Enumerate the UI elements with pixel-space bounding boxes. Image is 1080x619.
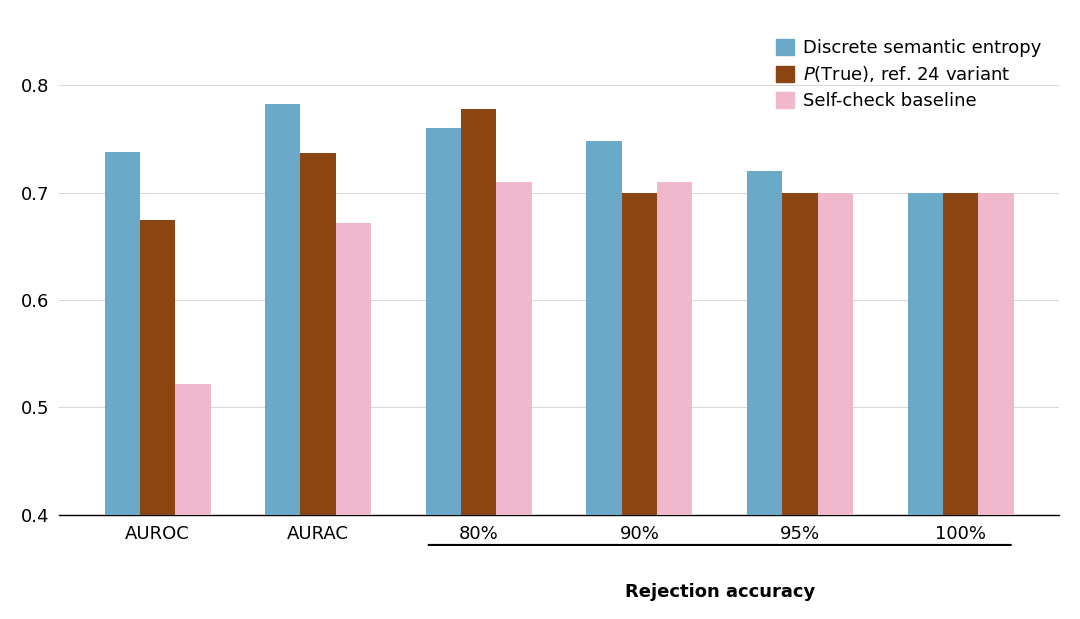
Bar	[943, 193, 978, 619]
Bar	[300, 153, 336, 619]
Bar	[105, 152, 139, 619]
Bar	[175, 384, 211, 619]
Bar	[139, 220, 175, 619]
Bar	[461, 109, 497, 619]
Legend: Discrete semantic entropy, $\it{P}$(True), ref. 24 variant, Self-check baseline: Discrete semantic entropy, $\it{P}$(True…	[767, 30, 1050, 119]
Bar	[978, 193, 1014, 619]
Bar	[818, 193, 853, 619]
Bar	[907, 193, 943, 619]
Bar	[747, 171, 782, 619]
Bar	[497, 182, 531, 619]
Text: Rejection accuracy: Rejection accuracy	[624, 582, 815, 600]
Bar	[622, 193, 657, 619]
Bar	[426, 128, 461, 619]
Bar	[336, 223, 372, 619]
Bar	[266, 103, 300, 619]
Bar	[782, 193, 818, 619]
Bar	[586, 141, 622, 619]
Bar	[657, 182, 692, 619]
